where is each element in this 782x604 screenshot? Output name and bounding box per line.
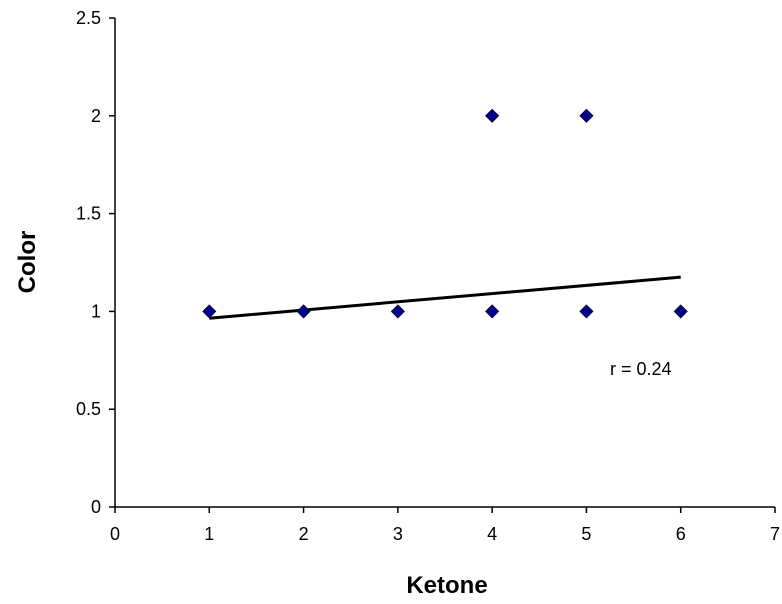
data-points	[202, 108, 688, 319]
data-point-diamond	[202, 304, 217, 319]
data-point-diamond	[579, 108, 594, 123]
x-axis-title: Ketone	[406, 572, 487, 599]
y-tick-label: 1.5	[76, 204, 101, 224]
r-annotation: r = 0.24	[610, 359, 672, 379]
y-tick-label: 0	[91, 497, 101, 517]
x-tick-label: 6	[676, 524, 686, 544]
y-axis-ticks: 0 0.5 1 1.5 2 2.5	[76, 8, 115, 517]
y-tick-label: 1	[91, 301, 101, 321]
y-tick-label: 0.5	[76, 399, 101, 419]
x-tick-label: 7	[770, 524, 780, 544]
x-tick-label: 1	[204, 524, 214, 544]
y-axis-title: Color	[14, 231, 41, 294]
x-tick-label: 3	[393, 524, 403, 544]
x-tick-label: 2	[299, 524, 309, 544]
data-point-diamond	[296, 304, 311, 319]
data-point-diamond	[485, 304, 500, 319]
x-axis-ticks: 0 1 2 3 4 5 6 7	[110, 507, 780, 544]
trendline	[209, 275, 681, 320]
data-point-diamond	[673, 304, 688, 319]
y-tick-label: 2	[91, 106, 101, 126]
x-tick-label: 5	[581, 524, 591, 544]
x-tick-label: 0	[110, 524, 120, 544]
data-point-diamond	[579, 304, 594, 319]
y-tick-label: 2.5	[76, 8, 101, 28]
x-tick-label: 4	[487, 524, 497, 544]
data-point-diamond	[485, 108, 500, 123]
data-point-diamond	[390, 304, 405, 319]
